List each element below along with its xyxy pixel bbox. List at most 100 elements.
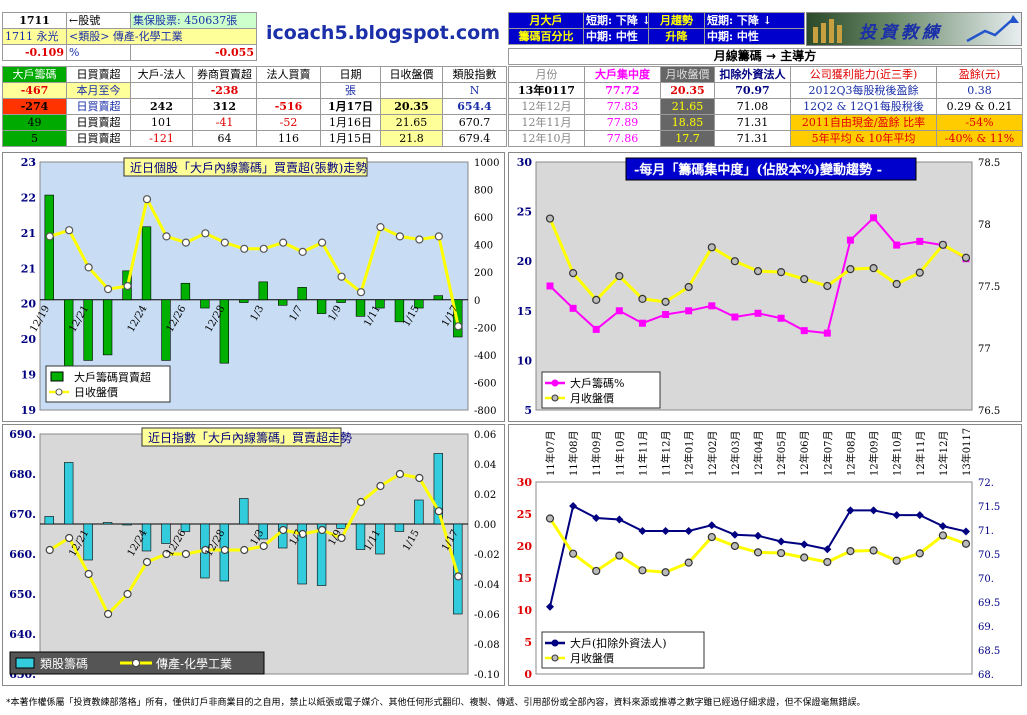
close-point — [220, 238, 229, 247]
code-label: ←股號 — [66, 12, 131, 29]
big-holder-point — [569, 304, 577, 312]
index-point — [376, 481, 385, 491]
right-axis-tick: 0.00 — [474, 520, 496, 531]
close-point — [142, 195, 152, 204]
right-axis-tick: 400 — [474, 241, 493, 252]
close-point — [123, 281, 132, 291]
stock-chip-chart: 19 19 20 20 21 21 22 23 -800 -600 -400 -200 0 200 400 6… — [2, 152, 505, 422]
close-point — [638, 294, 647, 303]
close-point — [415, 235, 424, 244]
bar — [258, 523, 268, 540]
big-holder-point — [592, 325, 600, 333]
right-axis-tick: 800 — [474, 186, 493, 197]
big-holder-point — [638, 319, 646, 327]
big-holder-ex-point — [962, 527, 970, 536]
close-point — [45, 232, 54, 241]
index-line — [48, 472, 460, 617]
stock-code[interactable]: 1711 — [2, 12, 67, 29]
index-point — [415, 473, 424, 483]
bar — [394, 299, 405, 323]
bar — [239, 299, 249, 303]
close-point — [103, 285, 113, 294]
left-axis-tick: 19 — [21, 404, 36, 417]
left-axis-tick: 10 — [517, 354, 533, 367]
right-axis-tick: -0.08 — [474, 640, 500, 651]
close-point — [162, 232, 171, 241]
left-axis-tick: 25 — [517, 508, 532, 521]
right-axis-tick: -600 — [474, 378, 496, 389]
left-axis-tick: 19 — [21, 369, 36, 382]
right-axis-tick: 69.5 — [978, 598, 1000, 609]
legend-marker — [551, 639, 559, 647]
close-point — [279, 238, 288, 247]
monthly-trend-label: 月趨勢 — [648, 12, 705, 29]
right-axis-tick: 70.5 — [978, 550, 1000, 561]
close-point — [961, 539, 971, 548]
right-axis-tick: 77.5 — [978, 282, 1000, 293]
bar — [239, 498, 249, 525]
table-row: -467 本月至今 -238 張 N — [2, 82, 507, 99]
trend-short-2: 短期: 下降 ↓ — [704, 12, 805, 29]
close-point — [615, 271, 624, 281]
close-point — [259, 244, 268, 253]
x-tick: 11年09月 — [590, 431, 603, 476]
bar — [258, 281, 268, 301]
bar — [278, 523, 288, 549]
big-holder-point — [916, 237, 924, 245]
bar — [102, 299, 113, 356]
right-axis-tick: 71.5 — [978, 502, 1000, 513]
bar — [453, 523, 463, 615]
x-tick: 13年0117 — [960, 428, 973, 476]
big-holder-ex-point — [754, 531, 762, 540]
left-axis-tick: 5 — [524, 404, 532, 417]
col-broker-net: 券商買賣超 — [192, 66, 257, 83]
close-point — [376, 222, 385, 232]
big-holder-point — [615, 307, 623, 315]
table-row: 5 日買賣超 -121 64 116 1月15日 21.8 679.4 — [2, 130, 507, 147]
big-holder-point — [823, 329, 831, 337]
col-inst-net: 法人買賣 — [256, 66, 321, 83]
right-axis-tick: 0 — [474, 296, 480, 307]
bar — [44, 194, 54, 301]
chart1-title-bg — [123, 157, 368, 177]
left-axis-tick: 10 — [517, 604, 533, 617]
close-point — [961, 253, 971, 262]
legend-box — [541, 631, 705, 669]
col-daily-net: 日買賣超 — [66, 66, 131, 83]
close-point — [545, 214, 555, 223]
close-point — [938, 240, 947, 249]
left-axis-tick: 660. — [9, 548, 36, 561]
x-tick: 12年06月 — [798, 431, 811, 476]
close-point — [65, 226, 74, 235]
bar — [375, 523, 385, 555]
big-holder-point — [846, 236, 854, 244]
left-axis-tick: 670. — [9, 508, 36, 521]
index-point — [201, 545, 210, 555]
big-month-label: 月大戶 — [508, 12, 584, 29]
stock-info-table: 1711 ←股號 集保股票: 450637張 1711 永光 <類股> 傳產-化… — [2, 12, 257, 61]
close-point — [545, 514, 555, 523]
right-axis-tick: 0.06 — [474, 430, 496, 441]
bar — [297, 287, 307, 301]
big-holder-ex-point — [684, 526, 693, 535]
legend-swatch — [50, 371, 64, 382]
close-point — [707, 532, 716, 542]
big-holder-ex-point — [707, 521, 716, 530]
left-axis-tick: 21 — [21, 262, 36, 275]
legend-label: 大戶(扣除外資法人) — [570, 636, 667, 650]
left-axis-tick: 650. — [9, 588, 36, 601]
blog-url[interactable]: icoach5.blogspot.com — [266, 22, 501, 44]
sector-name: <類股> 傳產-化學工業 — [66, 28, 257, 45]
bar — [102, 522, 113, 525]
index-point — [181, 549, 191, 559]
bar — [180, 523, 191, 532]
plot-area — [39, 433, 469, 675]
close-point — [84, 263, 93, 272]
table-row: 13年0117 77.72 20.35 70.97 2012Q3每股稅後盈餘 0… — [508, 82, 1023, 99]
legend-label: 月收盤價 — [570, 391, 614, 405]
close-line — [49, 194, 460, 327]
pct-unit: % — [66, 44, 131, 61]
close-point — [298, 247, 307, 257]
bar — [161, 299, 171, 361]
bar — [433, 453, 444, 525]
